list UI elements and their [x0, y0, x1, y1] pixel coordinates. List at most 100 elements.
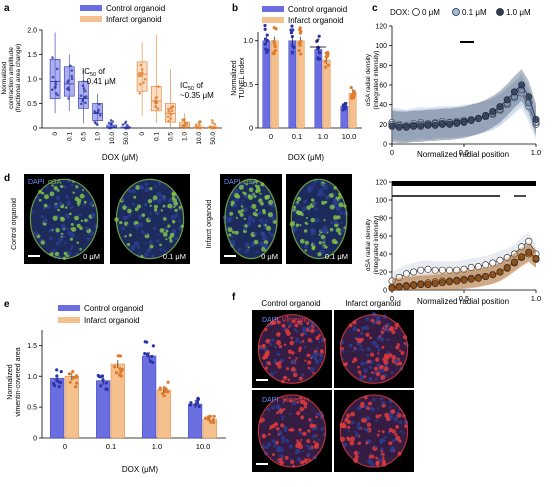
micrograph-d-3-cell	[312, 201, 318, 207]
c2-marker	[496, 256, 504, 264]
a-xtick-label: 0.1	[66, 132, 73, 141]
b-point	[272, 39, 276, 44]
b-point	[315, 39, 319, 43]
e-bar	[142, 355, 157, 439]
micrograph-f-2-cell	[288, 444, 293, 449]
e-point	[52, 384, 57, 388]
micrograph-f-1-cell	[359, 348, 362, 351]
b-point	[326, 50, 330, 55]
e-point	[55, 374, 59, 378]
micrograph-f-2-cell	[279, 460, 285, 466]
micrograph-d-0-cell	[68, 212, 72, 216]
a-point	[107, 121, 111, 125]
micrograph-f-1-cell	[361, 326, 366, 331]
micrograph-d-2-cell	[255, 189, 259, 194]
e-point	[112, 365, 117, 369]
micrograph-d-3-cell	[319, 228, 324, 233]
micrograph-d-1-cell	[132, 203, 135, 206]
micrograph-d-0-cell	[79, 247, 82, 251]
c-xtick-label: 1.0	[531, 148, 541, 157]
c2-marker	[424, 265, 432, 273]
micrograph-f-0-cell	[313, 351, 319, 357]
micrograph-d-3-cell	[325, 182, 328, 185]
micrograph-d-3-cell	[310, 217, 316, 223]
c2-marker	[460, 276, 468, 284]
micrograph-f-1-cell	[353, 357, 358, 362]
micrograph-d-3-cell	[329, 227, 334, 232]
c-marker	[410, 122, 418, 130]
micrograph-f-1-cell	[379, 364, 384, 369]
micrograph-d-3-cell	[317, 252, 322, 257]
micrograph-f-1-cell	[365, 317, 370, 322]
a-point	[79, 94, 83, 97]
micrograph-d-3-cell	[303, 229, 308, 233]
micrograph-d-0-cell	[76, 241, 79, 244]
micrograph-f-3-cell	[349, 440, 355, 446]
micrograph-f-0-cell	[313, 356, 318, 361]
micrograph-d-0-cell	[78, 213, 82, 217]
micrograph-d-3-cell	[338, 202, 344, 208]
ylabel-c2-1: αSA radial density	[365, 218, 372, 271]
micrograph-f-3-cell	[376, 407, 380, 410]
c2-marker	[467, 263, 475, 271]
micrograph-d-3-cell	[323, 193, 326, 196]
panel-letter-b: b	[232, 3, 238, 14]
micrograph-f-3-cell	[356, 425, 362, 430]
micrograph-f-1-cell	[357, 338, 363, 344]
c2-marker	[410, 268, 418, 276]
micrograph-d-1-dose-label: 0.1 μM	[163, 252, 186, 261]
e-point	[161, 392, 165, 396]
c-marker	[474, 114, 482, 122]
micrograph-f-0-cell	[314, 359, 320, 365]
c-marker	[438, 120, 446, 128]
micrograph-f-0-cell	[298, 320, 302, 324]
c-marker	[395, 123, 403, 131]
micrograph-f-2-cell	[300, 415, 304, 420]
e-ytick-label: 1.0	[27, 374, 37, 381]
micrograph-d-1-cell	[144, 252, 149, 257]
micrograph-f-3-cell	[366, 406, 370, 411]
micrograph-f-1-cell	[391, 330, 396, 335]
micrograph-d-1-cell	[160, 194, 165, 199]
micrograph-d-3-cell	[296, 196, 302, 202]
b-bar	[322, 59, 331, 129]
micrograph-f-0-cell	[283, 326, 287, 331]
micrograph-d-2-cell	[267, 212, 273, 218]
micrograph-d-1-cell	[139, 185, 145, 190]
a-point	[124, 126, 128, 130]
legend-c-marker-2	[496, 8, 504, 16]
micrograph-d-3-cell	[333, 193, 336, 197]
c-marker	[460, 118, 468, 126]
plot-e: 0 0.5 1.0 1.5 0 0.1 1.0 10.0	[27, 330, 226, 451]
micrograph-f-1-cell	[378, 335, 382, 338]
xlabel-c: Normalized radial position	[417, 150, 509, 159]
micrograph-f-3-cell	[354, 454, 359, 459]
c2-marker	[482, 261, 490, 269]
micrograph-f-3-cell	[393, 416, 399, 422]
micrograph-d-1-cell	[157, 233, 160, 236]
micrograph-f-2-cell	[307, 445, 313, 451]
micrograph-f-0-cell	[285, 367, 290, 371]
micrograph-f-1-cell	[348, 343, 353, 348]
micrograph-d-3-cell	[333, 215, 338, 220]
c2-marker	[431, 280, 439, 288]
a-point	[139, 63, 143, 67]
micrograph-f-1-cell	[375, 357, 380, 362]
micrograph-f-3-cell	[360, 404, 365, 408]
micrograph-f-0-cell	[292, 372, 298, 378]
micrograph-d-1-cell	[124, 235, 127, 238]
micrograph-f-3-cell	[391, 409, 394, 413]
micrograph-d-3-cell	[336, 215, 341, 220]
micrograph-d-0-dose-label: 0 μM	[83, 252, 100, 261]
micrograph-f-3-cell	[355, 432, 360, 437]
micrograph-f-3-cell	[367, 458, 373, 464]
micrograph-f-0-cell	[259, 346, 263, 351]
c2-marker	[467, 275, 475, 283]
micrograph-d-0-cell	[63, 229, 66, 232]
micrograph-d-2-cell	[254, 213, 259, 217]
a-point	[154, 105, 158, 109]
micrograph-f-2-cell	[285, 438, 290, 443]
micrograph-f-2-cell	[266, 407, 271, 412]
micrograph-f-3-cell	[344, 424, 347, 427]
a-point	[55, 67, 59, 71]
